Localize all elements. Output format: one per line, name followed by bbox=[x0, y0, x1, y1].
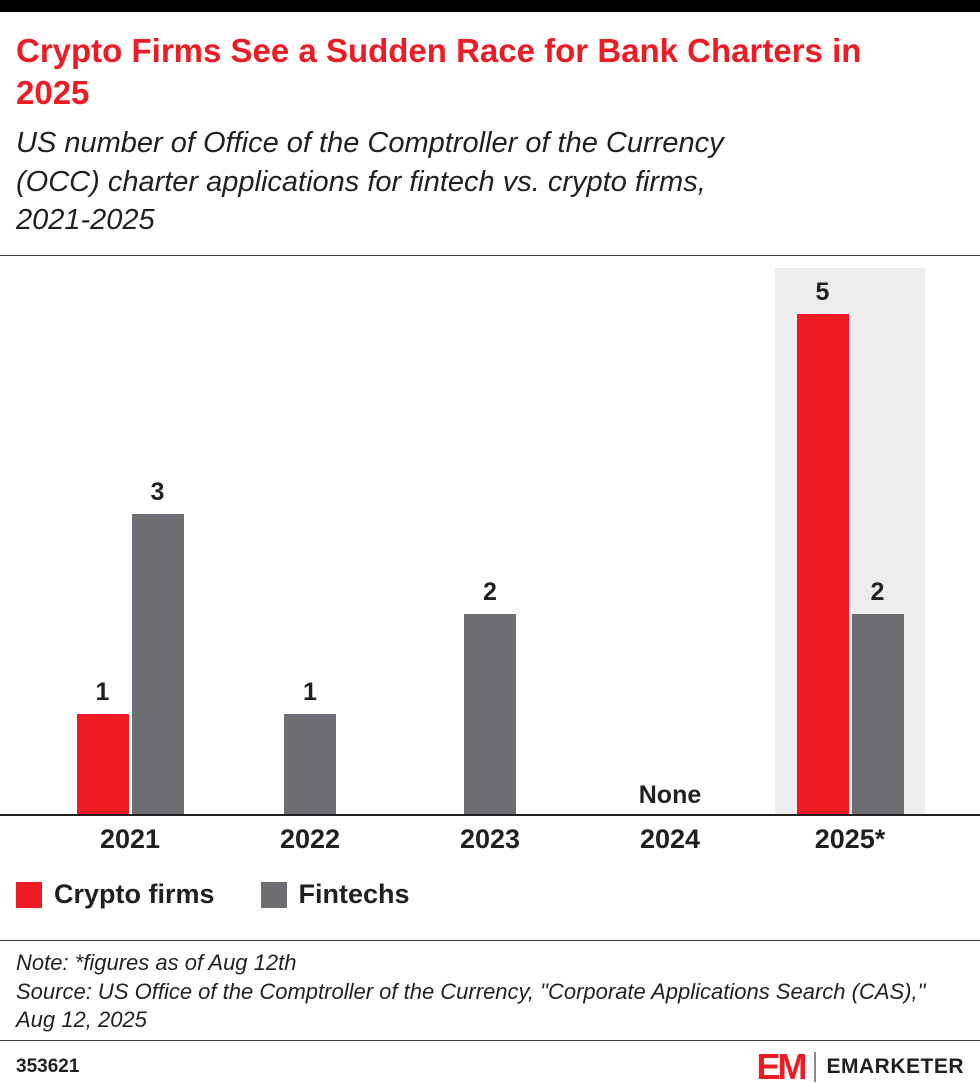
source-text: Source: US Office of the Comptroller of … bbox=[16, 978, 926, 1033]
x-axis-label-2025: 2025* bbox=[814, 824, 886, 855]
bar-rect bbox=[851, 614, 904, 815]
bar-group-2022: 1 bbox=[235, 268, 385, 815]
emarketer-logo: EM EMARKETER bbox=[756, 1049, 964, 1083]
notes-divider bbox=[0, 940, 980, 942]
legend-label: Fintechs bbox=[298, 879, 410, 910]
chart-title: Crypto Firms See a Sudden Race for Bank … bbox=[16, 32, 862, 112]
top-accent-bar bbox=[0, 0, 980, 12]
emarketer-logo-icon: EM bbox=[756, 1046, 807, 1083]
note-text: Note: *figures as of Aug 12th bbox=[16, 950, 297, 976]
bar-fintechs-2021: 3 bbox=[131, 478, 184, 815]
bar-fintechs-2023: 2 bbox=[464, 578, 516, 815]
logo-divider bbox=[814, 1052, 817, 1083]
x-axis-label-2023: 2023 bbox=[459, 824, 521, 855]
bar-value-label: 2 bbox=[483, 578, 497, 607]
x-axis-label-2021: 2021 bbox=[99, 824, 161, 855]
bar-value-label: 5 bbox=[815, 278, 830, 307]
chart-header: Crypto Firms See a Sudden Race for Bank … bbox=[0, 12, 980, 255]
bar-crypto-firms-2021: 1 bbox=[76, 678, 129, 815]
chart-subtitle: US number of Office of the Comptroller o… bbox=[16, 127, 724, 236]
x-axis-label-2022: 2022 bbox=[279, 824, 341, 855]
legend-label: Crypto firms bbox=[54, 879, 215, 910]
x-axis-label-2024: 2024 bbox=[639, 824, 701, 855]
bar-fintechs-2025: 2 bbox=[851, 578, 904, 815]
chart-id: 353621 bbox=[16, 1056, 80, 1078]
bar-rect bbox=[284, 714, 336, 815]
footer-divider bbox=[0, 1040, 980, 1042]
bar-crypto-firms-2025: 5 bbox=[796, 278, 849, 815]
bar-rect bbox=[464, 614, 516, 815]
emarketer-wordmark: EMARKETER bbox=[826, 1055, 964, 1079]
bar-rect bbox=[76, 714, 129, 815]
legend: Crypto firms Fintechs bbox=[0, 879, 980, 910]
bar-chart: 1 3 1 2 None 5 2 2021 2022 2023 2024 2025* Crypto … bbox=[0, 268, 980, 910]
x-axis-labels: 2021 2022 2023 2024 2025* bbox=[0, 824, 980, 855]
plot-area: 1 3 1 2 None 5 2 bbox=[0, 268, 980, 817]
bar-value-label: 2 bbox=[870, 578, 885, 607]
legend-swatch-icon bbox=[260, 881, 287, 908]
bar-rect bbox=[131, 514, 184, 815]
bar-value-label: 1 bbox=[95, 678, 110, 707]
legend-item-fintechs: Fintechs bbox=[260, 879, 410, 910]
none-label: None bbox=[638, 781, 702, 810]
bar-fintechs-2022: 1 bbox=[284, 678, 336, 815]
legend-swatch-icon bbox=[16, 881, 42, 908]
bar-value-label: 3 bbox=[150, 478, 165, 507]
bar-value-label: 1 bbox=[303, 678, 317, 707]
bar-group-2024: None bbox=[595, 268, 745, 814]
header-divider bbox=[0, 255, 980, 257]
notes-block: Note: *figures as of Aug 12th Source: US… bbox=[0, 941, 980, 1040]
legend-item-crypto-firms: Crypto firms bbox=[16, 879, 215, 910]
bar-group-2023: 2 bbox=[415, 268, 565, 815]
bar-rect bbox=[796, 314, 849, 815]
footer: 353621 EM EMARKETER bbox=[0, 1041, 980, 1083]
